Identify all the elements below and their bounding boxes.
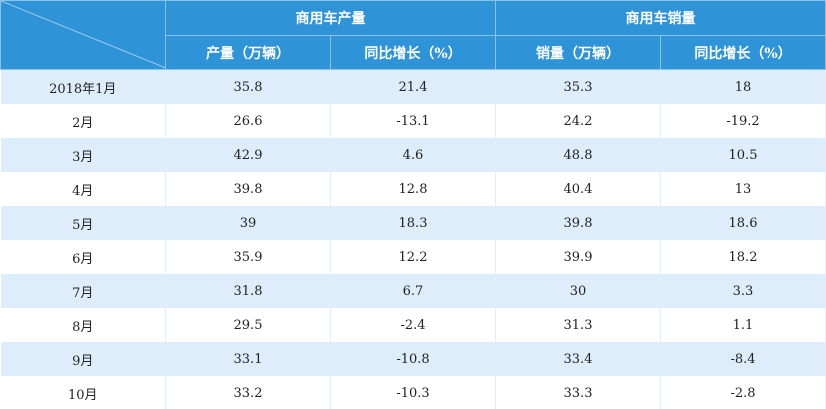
table-row: 8月 29.5 -2.4 31.3 1.1 xyxy=(0,308,826,342)
column-header: 销量（万辆） xyxy=(495,35,661,70)
table-cell: 31.3 xyxy=(495,308,661,342)
table-row: 7月 31.8 6.7 30 3.3 xyxy=(0,274,826,308)
table-cell: 33.1 xyxy=(165,342,331,376)
table-cell: -2.8 xyxy=(660,376,826,409)
table-cell: 40.4 xyxy=(495,172,661,206)
table-cell: -13.1 xyxy=(330,104,496,138)
table-cell: 18 xyxy=(660,69,826,104)
table-cell: -10.8 xyxy=(330,342,496,376)
table-cell: 12.2 xyxy=(330,240,496,274)
table-cell: 33.2 xyxy=(165,376,331,409)
table-cell: 39 xyxy=(165,206,331,240)
table-cell: 33.4 xyxy=(495,342,661,376)
table-cell: 12.8 xyxy=(330,172,496,206)
row-label: 3月 xyxy=(0,138,166,172)
table-cell: 18.3 xyxy=(330,206,496,240)
group-header: 商用车销量 xyxy=(495,0,826,36)
table-row: 3月 42.9 4.6 48.8 10.5 xyxy=(0,138,826,172)
group-header-row: 商用车产量 商用车销量 xyxy=(0,0,826,70)
table-cell: 18.2 xyxy=(660,240,826,274)
table-cell: 29.5 xyxy=(165,308,331,342)
table-cell: 39.8 xyxy=(165,172,331,206)
table-cell: 31.8 xyxy=(165,274,331,308)
table-cell: 35.8 xyxy=(165,69,331,104)
diagonal-line xyxy=(1,1,166,68)
table-cell: 24.2 xyxy=(495,104,661,138)
table-cell: 18.6 xyxy=(660,206,826,240)
table-cell: 48.8 xyxy=(495,138,661,172)
row-label: 6月 xyxy=(0,240,166,274)
table-row: 10月 33.2 -10.3 33.3 -2.8 xyxy=(0,376,826,409)
table-cell: 35.9 xyxy=(165,240,331,274)
row-label: 9月 xyxy=(0,342,166,376)
column-header: 同比增长（%） xyxy=(330,35,496,70)
table-row: 4月 39.8 12.8 40.4 13 xyxy=(0,172,826,206)
row-label: 4月 xyxy=(0,172,166,206)
table-row: 9月 33.1 -10.8 33.4 -8.4 xyxy=(0,342,826,376)
table-cell: 35.3 xyxy=(495,69,661,104)
table-cell: 6.7 xyxy=(330,274,496,308)
table-body: 2018年1月 35.8 21.4 35.3 18 2月 26.6 -13.1 24.2 -19.… xyxy=(0,69,826,409)
row-label: 5月 xyxy=(0,206,166,240)
table-cell: -8.4 xyxy=(660,342,826,376)
table-cell: 4.6 xyxy=(330,138,496,172)
table-cell: 39.9 xyxy=(495,240,661,274)
table-row: 2月 26.6 -13.1 24.2 -19.2 xyxy=(0,104,826,138)
table-cell: -2.4 xyxy=(330,308,496,342)
table-row: 2018年1月 35.8 21.4 35.3 18 xyxy=(0,69,826,104)
table-cell: 13 xyxy=(660,172,826,206)
table-cell: 30 xyxy=(495,274,661,308)
table-cell: 21.4 xyxy=(330,69,496,104)
row-label: 10月 xyxy=(0,376,166,409)
table-cell: 33.3 xyxy=(495,376,661,409)
row-label: 7月 xyxy=(0,274,166,308)
table-cell: 1.1 xyxy=(660,308,826,342)
column-header-row: 产量（万辆） 同比增长（%） 销量（万辆） 同比增长（%） xyxy=(1,35,826,70)
table-cell: 42.9 xyxy=(165,138,331,172)
corner-cell xyxy=(0,0,166,70)
column-header: 产量（万辆） xyxy=(165,35,331,70)
table-cell: -19.2 xyxy=(660,104,826,138)
table-cell: 3.3 xyxy=(660,274,826,308)
row-label: 2月 xyxy=(0,104,166,138)
row-label: 2018年1月 xyxy=(0,69,166,104)
column-header: 同比增长（%） xyxy=(660,35,826,70)
table-row: 6月 35.9 12.2 39.9 18.2 xyxy=(0,240,826,274)
group-header: 商用车产量 xyxy=(165,0,496,36)
table-cell: 39.8 xyxy=(495,206,661,240)
table-cell: -10.3 xyxy=(330,376,496,409)
row-label: 8月 xyxy=(0,308,166,342)
table-cell: 10.5 xyxy=(660,138,826,172)
table-cell: 26.6 xyxy=(165,104,331,138)
table-row: 5月 39 18.3 39.8 18.6 xyxy=(0,206,826,240)
